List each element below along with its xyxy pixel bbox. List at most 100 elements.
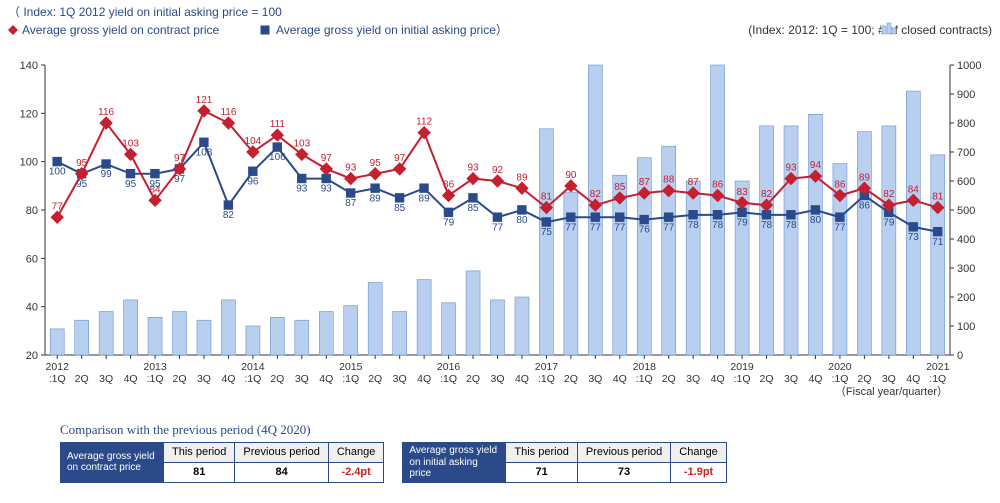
svg-text:76: 76 <box>639 225 651 236</box>
svg-text:79: 79 <box>737 217 749 228</box>
comp-this-label-2: This period <box>506 443 577 463</box>
svg-text:97: 97 <box>394 153 406 164</box>
svg-text:78: 78 <box>712 220 724 231</box>
svg-text:3Q: 3Q <box>295 373 309 385</box>
svg-text:87: 87 <box>688 177 700 188</box>
svg-text:77: 77 <box>52 201 64 212</box>
svg-text:97: 97 <box>174 174 186 185</box>
svg-text:2018: 2018 <box>633 361 657 373</box>
svg-text:4Q: 4Q <box>221 373 235 385</box>
svg-text:82: 82 <box>223 210 235 221</box>
svg-text:2Q: 2Q <box>564 373 578 385</box>
svg-text:95: 95 <box>76 158 88 169</box>
svg-text:500: 500 <box>957 205 975 217</box>
svg-text:103: 103 <box>122 138 139 149</box>
svg-text:93: 93 <box>785 163 797 174</box>
svg-text:2019: 2019 <box>730 361 754 373</box>
svg-text:2Q: 2Q <box>760 373 774 385</box>
svg-text:112: 112 <box>416 117 432 128</box>
svg-text::1Q: :1Q <box>244 373 261 385</box>
svg-text:89: 89 <box>419 193 431 204</box>
comparison-table-contract: Average gross yield on contract price Th… <box>60 442 384 483</box>
svg-text:2Q: 2Q <box>466 373 480 385</box>
svg-text:111: 111 <box>270 119 286 130</box>
svg-text:20: 20 <box>26 350 38 362</box>
svg-text::1Q: :1Q <box>831 373 848 385</box>
svg-text:85: 85 <box>467 203 479 214</box>
svg-text:73: 73 <box>908 232 920 243</box>
svg-text:3Q: 3Q <box>197 373 211 385</box>
svg-text:100: 100 <box>49 167 66 178</box>
svg-text:4Q: 4Q <box>906 373 920 385</box>
comp-prev-label-2: Previous period <box>577 443 670 463</box>
svg-text:2013: 2013 <box>143 361 167 373</box>
svg-text:97: 97 <box>321 153 333 164</box>
svg-text:2Q: 2Q <box>662 373 676 385</box>
svg-text:75: 75 <box>541 227 553 238</box>
svg-text::1Q: :1Q <box>49 373 66 385</box>
svg-text:89: 89 <box>516 172 528 183</box>
svg-text:99: 99 <box>101 169 113 180</box>
svg-text:80: 80 <box>810 215 822 226</box>
comp-this: 81 <box>164 462 235 482</box>
svg-text:94: 94 <box>810 160 822 171</box>
svg-text:400: 400 <box>957 234 975 246</box>
svg-text:0: 0 <box>957 350 963 362</box>
svg-text:85: 85 <box>614 182 626 193</box>
comp-prev-2: 73 <box>577 462 670 482</box>
svg-text:140: 140 <box>20 60 38 72</box>
svg-text:95: 95 <box>76 179 88 190</box>
svg-text:2012: 2012 <box>46 361 70 373</box>
svg-text:79: 79 <box>443 217 455 228</box>
comp-ch-label: Change <box>328 443 384 463</box>
svg-text:4Q: 4Q <box>417 373 431 385</box>
svg-text:78: 78 <box>761 220 773 231</box>
comp-this-2: 71 <box>506 462 577 482</box>
svg-text:79: 79 <box>883 217 895 228</box>
svg-text:92: 92 <box>492 165 504 176</box>
svg-text:82: 82 <box>883 189 895 200</box>
svg-text:83: 83 <box>737 187 749 198</box>
svg-text:100: 100 <box>957 321 975 333</box>
svg-text:82: 82 <box>761 189 773 200</box>
svg-text:2014: 2014 <box>241 361 265 373</box>
svg-text:700: 700 <box>957 147 975 159</box>
svg-text:108: 108 <box>196 147 213 158</box>
comp-prev: 84 <box>235 462 328 482</box>
svg-text:600: 600 <box>957 176 975 188</box>
svg-text:3Q: 3Q <box>99 373 113 385</box>
svg-text:4Q: 4Q <box>808 373 822 385</box>
svg-text::1Q: :1Q <box>342 373 359 385</box>
svg-text:1000: 1000 <box>957 60 981 72</box>
comp-change: -2.4pt <box>328 462 384 482</box>
svg-text:60: 60 <box>26 253 38 265</box>
comp-label: Average gross yield on contract price <box>61 443 164 483</box>
svg-text:4Q: 4Q <box>613 373 627 385</box>
svg-text:2017: 2017 <box>535 361 559 373</box>
comp-prev-label: Previous period <box>235 443 328 463</box>
svg-text:90: 90 <box>565 170 577 181</box>
svg-text:200: 200 <box>957 292 975 304</box>
svg-text:800: 800 <box>957 118 975 130</box>
comp-this-label: This period <box>164 443 235 463</box>
svg-text:3Q: 3Q <box>490 373 504 385</box>
svg-text:78: 78 <box>688 220 700 231</box>
svg-text:120: 120 <box>20 108 38 120</box>
svg-text:104: 104 <box>245 136 262 147</box>
svg-text:77: 77 <box>663 222 675 233</box>
svg-text:77: 77 <box>492 222 504 233</box>
svg-text:95: 95 <box>125 179 137 190</box>
svg-text:2Q: 2Q <box>173 373 187 385</box>
comparison-title: Comparison with the previous period (4Q … <box>60 422 727 438</box>
svg-text:（ Index: 1Q 2012 yield on init: （ Index: 1Q 2012 yield on initial asking… <box>8 5 282 19</box>
svg-text::1Q: :1Q <box>147 373 164 385</box>
svg-text:116: 116 <box>220 107 236 118</box>
svg-text:4Q: 4Q <box>319 373 333 385</box>
comparison-table-asking: Average gross yield on initial asking pr… <box>402 442 726 483</box>
svg-text:2Q: 2Q <box>270 373 284 385</box>
svg-text:96: 96 <box>247 176 259 187</box>
svg-text:2021: 2021 <box>926 361 950 373</box>
svg-text::1Q: :1Q <box>636 373 653 385</box>
svg-text:78: 78 <box>785 220 797 231</box>
svg-text:80: 80 <box>516 215 528 226</box>
